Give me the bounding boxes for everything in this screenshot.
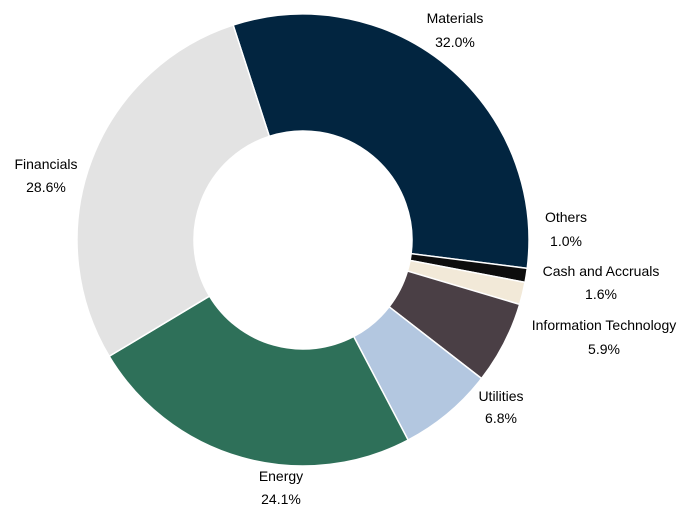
label-materials-value: 32.0% (435, 34, 475, 50)
label-others-name: Others (545, 209, 587, 225)
label-utilities-value: 6.8% (485, 410, 517, 426)
label-others-value: 1.0% (550, 233, 582, 249)
label-financials-value: 28.6% (26, 179, 66, 195)
slice-energy (108, 295, 410, 467)
label-cash-value: 1.6% (585, 286, 617, 302)
label-materials-name: Materials (427, 10, 484, 26)
label-it-value: 5.9% (588, 341, 620, 357)
slice-financials (76, 24, 271, 358)
label-financials-name: Financials (14, 156, 77, 172)
label-it-name: Information Technology (532, 317, 677, 333)
label-cash-name: Cash and Accruals (543, 263, 660, 279)
label-utilities-name: Utilities (478, 388, 523, 404)
label-energy-name: Energy (259, 468, 303, 484)
label-energy-value: 24.1% (261, 491, 301, 506)
slices-group (76, 13, 530, 467)
slice-materials (232, 13, 530, 270)
